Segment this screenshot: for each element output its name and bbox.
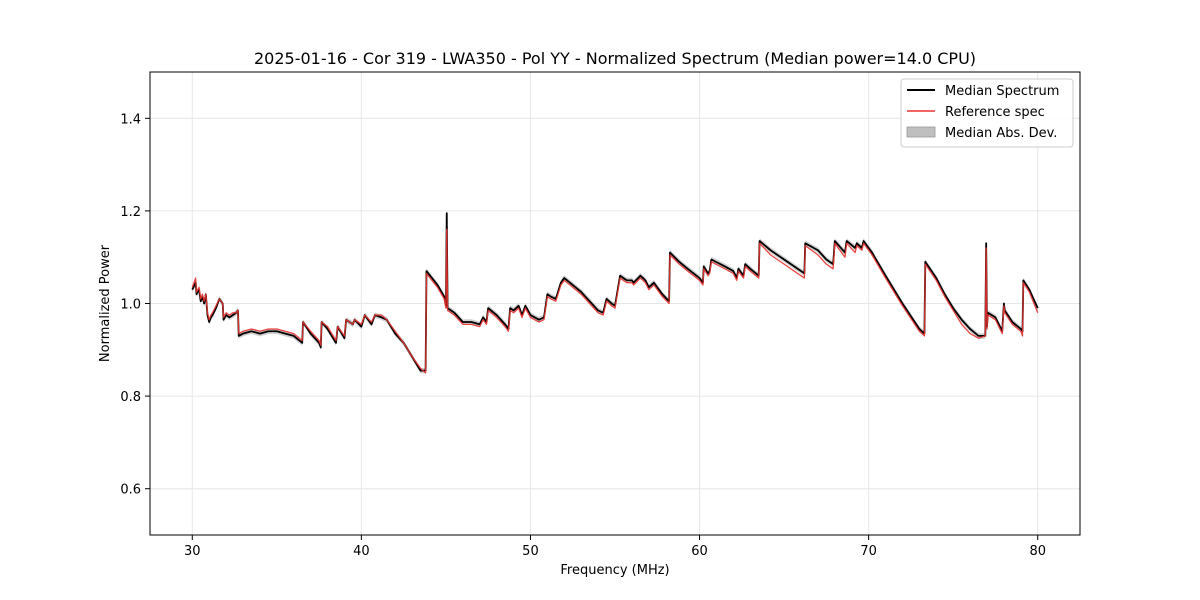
x-tick-label: 80	[1029, 544, 1046, 559]
y-tick-label: 1.4	[120, 112, 141, 127]
y-tick-label: 0.8	[120, 390, 141, 405]
x-axis-label: Frequency (MHz)	[560, 563, 669, 578]
chart-title: 2025-01-16 - Cor 319 - LWA350 - Pol YY -…	[254, 49, 976, 68]
x-tick-label: 60	[691, 544, 708, 559]
legend: Median Spectrum Reference spec Median Ab…	[900, 78, 1074, 148]
x-axis: 30 40 50 60 70 80	[184, 535, 1046, 559]
x-tick-label: 50	[522, 544, 539, 559]
x-tick-label: 30	[184, 544, 201, 559]
reference-spec-line	[191, 228, 1039, 374]
y-axis-label: Normalized Power	[98, 244, 113, 362]
x-tick-label: 40	[353, 544, 370, 559]
y-tick-label: 0.6	[120, 483, 141, 498]
y-tick-label: 1.2	[120, 205, 141, 220]
legend-label-median-abs-dev: Median Abs. Dev.	[945, 126, 1057, 141]
y-tick-label: 1.0	[120, 298, 141, 313]
legend-box	[900, 78, 1074, 148]
x-tick-label: 70	[860, 544, 877, 559]
plot-area	[191, 210, 1039, 374]
legend-swatch-median-abs-dev	[906, 126, 936, 138]
legend-label-reference-spec: Reference spec	[945, 105, 1045, 120]
y-axis: 0.6 0.8 1.0 1.2 1.4	[120, 112, 150, 498]
legend-label-median-spectrum: Median Spectrum	[945, 84, 1059, 99]
